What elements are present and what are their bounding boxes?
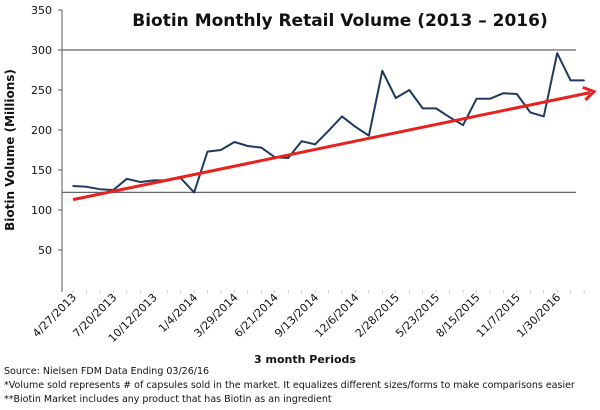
data-point [287,157,290,159]
data-point [368,134,370,137]
data-point [314,143,316,146]
y-tick-label: 350 [31,4,52,17]
data-point [139,181,142,183]
data-point [448,116,451,118]
data-point [341,115,343,118]
data-point [421,107,424,110]
data-point [99,188,101,190]
data-point [516,93,518,95]
y-tick-label: 50 [38,244,52,257]
data-point [381,70,384,72]
data-point [260,146,263,149]
data-point [126,178,128,180]
footnote-volume: *Volume sold represents # of capsules so… [4,380,575,391]
data-point [475,98,478,100]
x-axis-title: 3 month Periods [254,353,356,366]
data-point [395,97,397,99]
data-point [233,141,236,143]
series-line-biotin-volume [72,52,585,194]
chart-title: Biotin Monthly Retail Volume (2013 – 201… [132,11,548,31]
data-point [569,79,572,82]
data-point [72,185,74,187]
data-point [489,98,491,100]
trend-arrow-head-icon [582,85,597,102]
data-point [193,191,195,194]
y-tick-label: 200 [31,124,52,137]
data-point [220,149,222,151]
data-point [300,140,303,142]
data-point [462,124,464,126]
data-point [327,130,330,132]
data-point [354,126,357,128]
data-point [206,150,209,153]
footnote-market: **Biotin Market includes any product tha… [4,394,332,405]
y-tick-label: 150 [31,164,52,177]
y-tick-label: 100 [31,204,52,217]
source-note: Source: Nielsen FDM Data Ending 03/26/16 [4,366,210,377]
data-point [435,107,437,110]
data-point [85,186,88,188]
data-point [408,89,411,91]
data-point [247,145,249,147]
data-point [583,79,585,82]
data-point [529,111,532,114]
y-tick-label: 250 [31,84,52,97]
trend-arrow-line [72,91,591,202]
data-point [502,92,505,94]
y-axis-title: Biotin Volume (Millions) [3,69,17,231]
data-point [556,52,558,54]
data-point [542,115,545,118]
x-tick-label: 1/30/2016 [514,291,563,340]
y-tick-label: 300 [31,44,52,57]
data-point [152,179,155,182]
